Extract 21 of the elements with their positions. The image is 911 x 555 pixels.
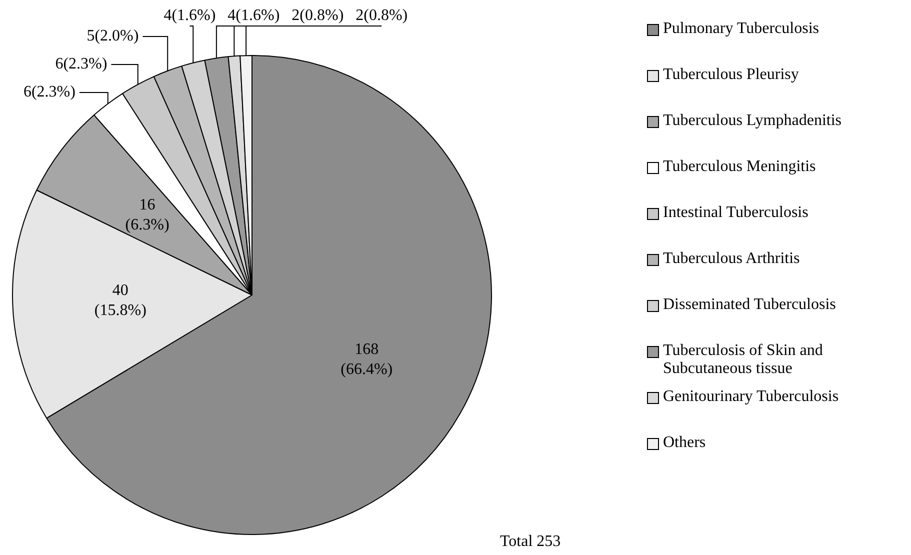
legend-label: Tuberculous Meningitis xyxy=(663,158,816,176)
data-label: 4(1.6%) xyxy=(228,7,280,24)
data-label: 2(0.8%) xyxy=(292,7,344,24)
data-label: 168 (66.4%) xyxy=(340,341,393,378)
legend-label: Others xyxy=(663,434,706,452)
data-label: 6(2.3%) xyxy=(55,56,108,73)
data-label: 6(2.3%) xyxy=(23,84,76,101)
legend-label: Tuberculous Arthritis xyxy=(663,250,800,268)
legend-label: Tuberculous Lymphadenitis xyxy=(663,112,842,130)
text: Total 253 xyxy=(500,533,561,551)
data-label: 40 (15.8%) xyxy=(94,282,146,319)
data-label: 2(0.8%) xyxy=(356,7,408,24)
legend-label: Pulmonary Tuberculosis xyxy=(663,20,820,38)
legend-label: Tuberculosis of Skin and Subcutaneous tissue xyxy=(663,342,824,378)
data-label: 16 (6.3%) xyxy=(125,196,170,234)
data-label: 5(2.0%) xyxy=(86,28,139,45)
data-label: 4(1.6%) xyxy=(164,7,216,24)
legend-label: Disseminated Tuberculosis xyxy=(663,296,836,314)
legend-label: Tuberculous Pleurisy xyxy=(663,66,799,84)
legend-label: Genitourinary Tuberculosis xyxy=(663,388,839,406)
legend-label: Intestinal Tuberculosis xyxy=(663,204,808,222)
